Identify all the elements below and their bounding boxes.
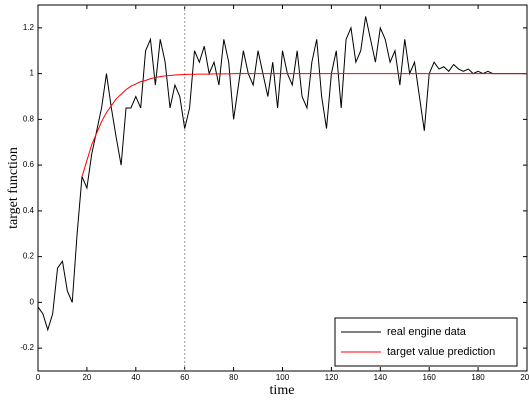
- x-axis-label: time: [270, 383, 295, 398]
- legend-label: real engine data: [387, 326, 467, 338]
- x-tick-label: 60: [180, 373, 189, 382]
- y-axis-label: target function: [6, 147, 21, 229]
- legend-label: target value prediction: [387, 346, 495, 358]
- y-tick-label: 0.8: [23, 114, 35, 123]
- data-line: [81, 73, 527, 177]
- y-tick-label: -0.2: [20, 343, 34, 352]
- x-tick-label: 120: [325, 373, 339, 382]
- x-tick-label: 20: [82, 373, 91, 382]
- x-tick-label: 140: [374, 373, 388, 382]
- legend-box: [334, 317, 518, 367]
- y-tick-label: 1.2: [23, 23, 35, 32]
- x-tick-label: 40: [131, 373, 140, 382]
- y-tick-label: 0: [30, 297, 35, 306]
- y-tick-label: 0.2: [23, 252, 35, 261]
- y-tick-label: 0.4: [23, 206, 35, 215]
- y-tick-label: 0.6: [23, 160, 35, 169]
- y-tick-label: 1: [30, 69, 35, 78]
- x-tick-label: 0: [36, 373, 41, 382]
- x-tick-label: 200: [520, 373, 529, 382]
- plot-frame: [37, 4, 528, 372]
- x-tick-label: 160: [423, 373, 437, 382]
- data-line: [37, 16, 527, 332]
- x-tick-label: 100: [276, 373, 290, 382]
- x-tick-label: 80: [229, 373, 238, 382]
- x-tick-label: 180: [471, 373, 485, 382]
